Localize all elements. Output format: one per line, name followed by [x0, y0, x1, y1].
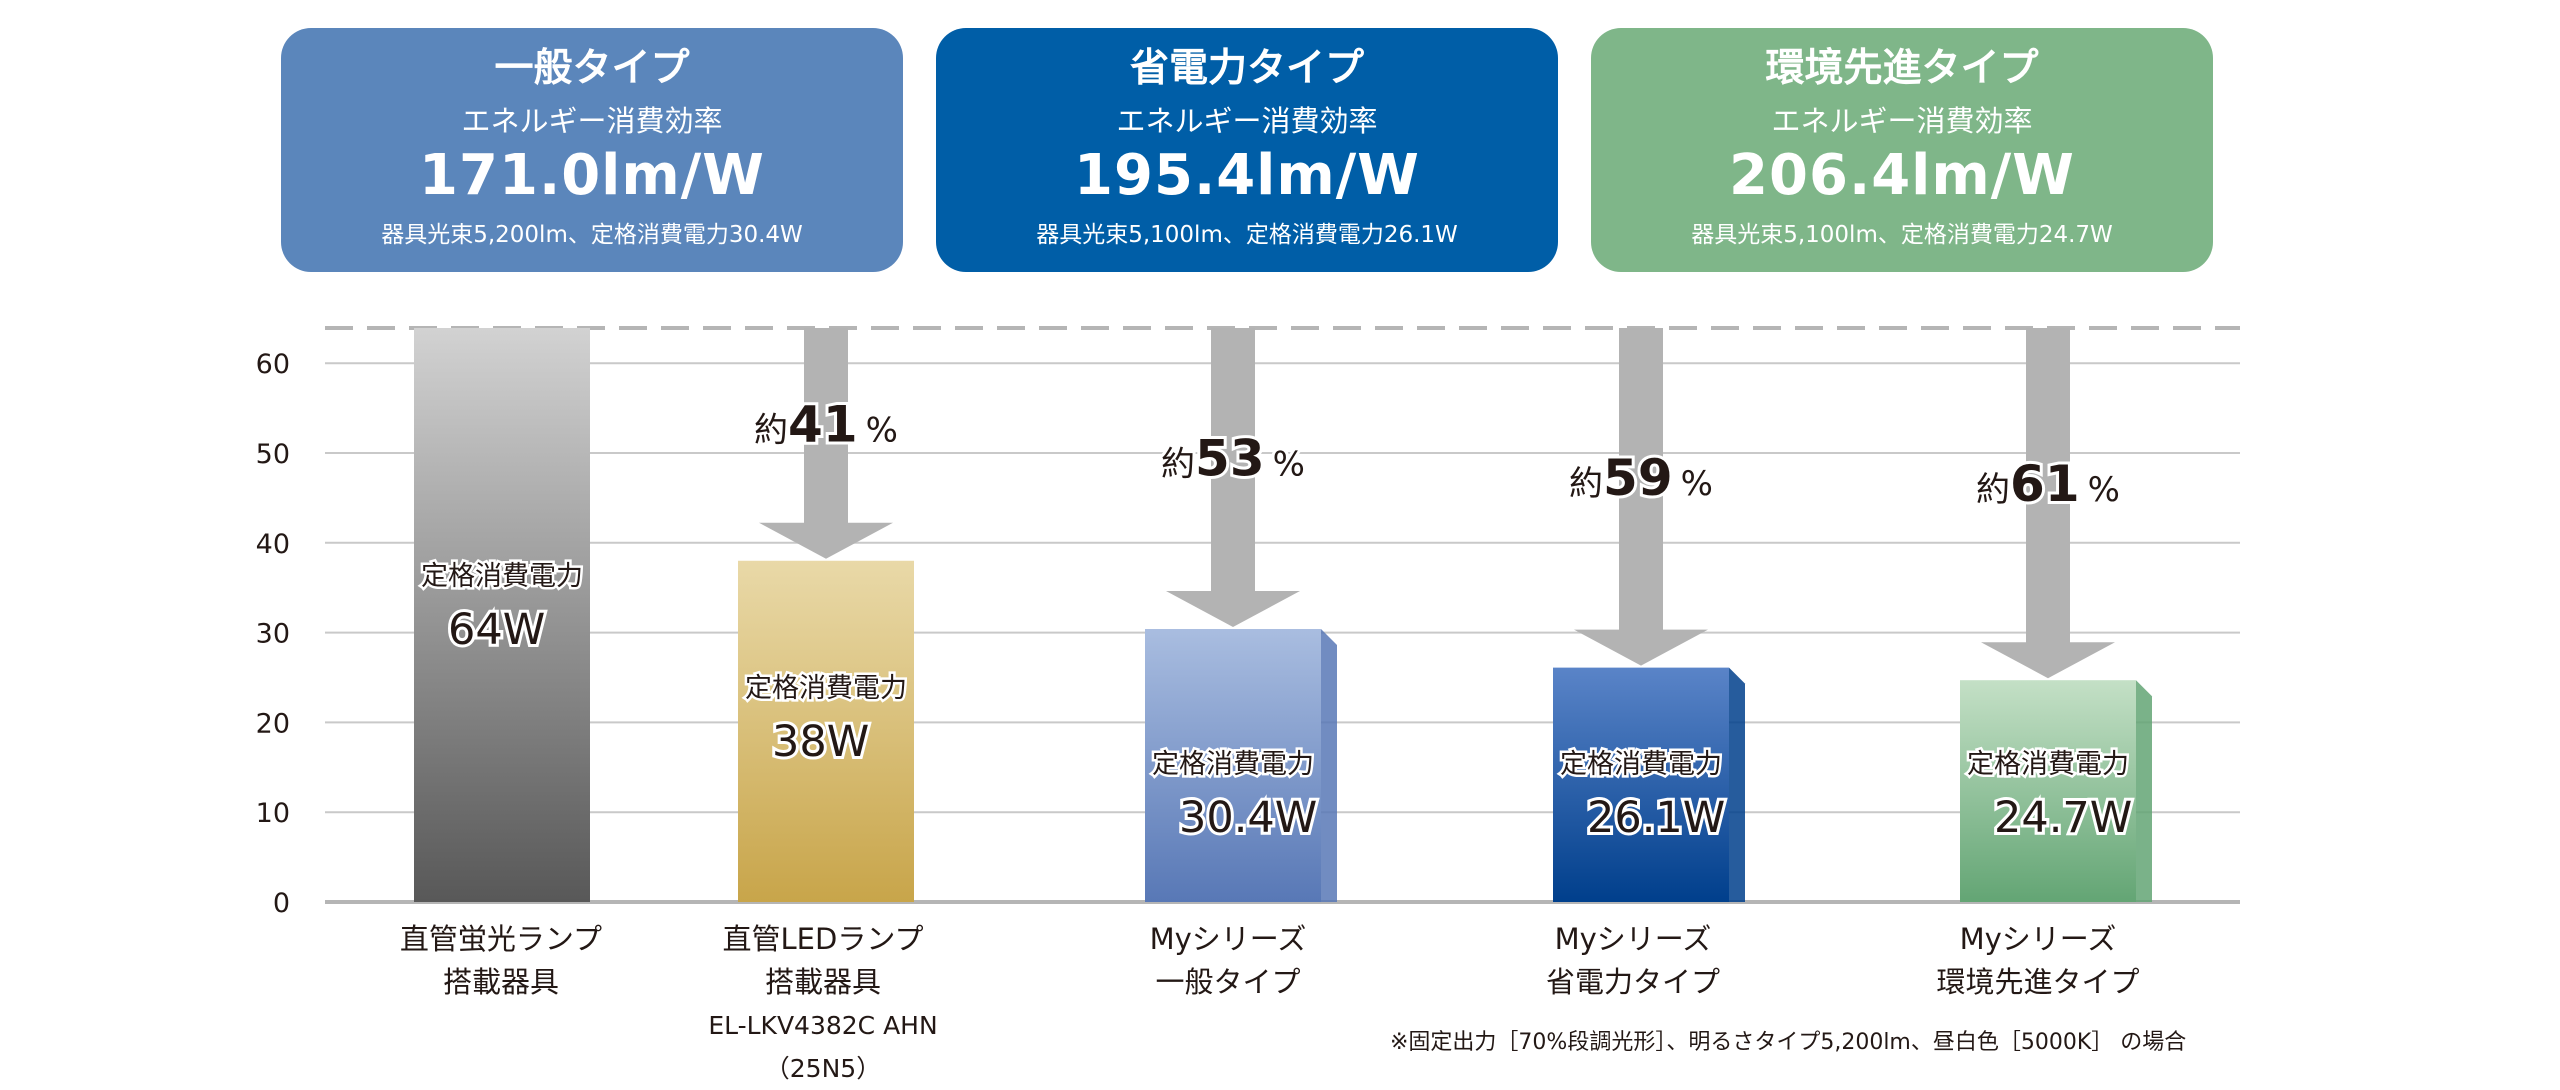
bar-side — [1729, 667, 1745, 902]
reduction-label: 約61% — [1976, 455, 2120, 513]
card-detail: 器具光束5,200lm、定格消費電力30.4W — [381, 222, 803, 248]
bar — [1553, 667, 1729, 902]
footnote: ※固定出力［70%段調光形］、明るさタイプ5,200lm、昼白色［5000K］ … — [1390, 1030, 2187, 1055]
y-tick-label: 40 — [256, 529, 290, 560]
card-title: 一般タイプ — [494, 46, 690, 91]
card-detail: 器具光束5,100lm、定格消費電力26.1W — [1036, 222, 1458, 248]
reduction-arrow — [1981, 328, 2115, 679]
reduction-label: 約59% — [1569, 449, 1713, 507]
y-tick-label: 30 — [256, 619, 290, 650]
power-consumption-chart: 0 10 20 30 40 50 60 定格消費電力 64W 定格消費電力 38W 定格消費電力 30… — [256, 326, 2240, 919]
category-label-led: 直管LEDランプ 搭載器具 EL-LKV4382C AHN（25N5） — [708, 922, 938, 1083]
card-subtitle: エネルギー消費効率 — [461, 104, 723, 138]
reduction-arrow — [1166, 328, 1300, 628]
card-value: 171.0lm/W — [419, 143, 765, 208]
reduction-label: 約53% — [1161, 430, 1305, 488]
bar-value-label: 30.4W — [1179, 793, 1317, 843]
reduction-arrow — [1574, 328, 1708, 666]
bar-value-label: 24.7W — [1994, 793, 2132, 843]
bar-label-title: 定格消費電力 — [1152, 749, 1314, 780]
bar-side — [1321, 629, 1337, 902]
bar-value-label: 26.1W — [1587, 793, 1725, 843]
card-detail: 器具光束5,100lm、定格消費電力24.7W — [1691, 222, 2113, 248]
bar-label-title: 定格消費電力 — [1967, 749, 2129, 780]
bar-label-title: 定格消費電力 — [421, 561, 583, 592]
reduction-label: 約41% — [754, 395, 898, 453]
category-label-my-power-saving: Myシリーズ 省電力タイプ — [1545, 922, 1720, 999]
reduction-arrow — [759, 328, 893, 559]
bar — [1960, 680, 2136, 902]
y-tick-label: 20 — [256, 708, 290, 739]
y-tick-label: 50 — [256, 439, 290, 470]
bar-value-label: 38W — [772, 717, 869, 767]
card-power-saving: 省電力タイプ エネルギー消費効率 195.4lm/W 器具光束5,100lm、定… — [936, 28, 1558, 272]
bar — [414, 328, 590, 902]
y-tick-label: 60 — [256, 349, 290, 380]
card-title: 省電力タイプ — [1129, 46, 1364, 91]
bar — [738, 560, 914, 902]
bar-side — [2136, 680, 2152, 902]
card-value: 195.4lm/W — [1074, 143, 1420, 208]
category-label-fluorescent: 直管蛍光ランプ 搭載器具 — [399, 922, 603, 999]
bar-label-title: 定格消費電力 — [745, 673, 907, 704]
card-eco: 環境先進タイプ エネルギー消費効率 206.4lm/W 器具光束5,100lm、… — [1591, 28, 2213, 272]
card-general: 一般タイプ エネルギー消費効率 171.0lm/W 器具光束5,200lm、定格… — [281, 28, 903, 272]
y-tick-label: 10 — [256, 798, 290, 829]
bar — [1145, 629, 1321, 902]
bar-value-label: 64W — [448, 605, 545, 655]
card-subtitle: エネルギー消費効率 — [1116, 104, 1378, 138]
y-tick-label: 0 — [273, 888, 290, 919]
category-label-my-eco: Myシリーズ 環境先進タイプ — [1936, 922, 2140, 999]
card-subtitle: エネルギー消費効率 — [1771, 104, 2033, 138]
card-value: 206.4lm/W — [1729, 143, 2075, 208]
bar-label-title: 定格消費電力 — [1560, 749, 1722, 780]
category-label-my-general: Myシリーズ 一般タイプ — [1149, 922, 1307, 999]
card-title: 環境先進タイプ — [1765, 46, 2039, 91]
